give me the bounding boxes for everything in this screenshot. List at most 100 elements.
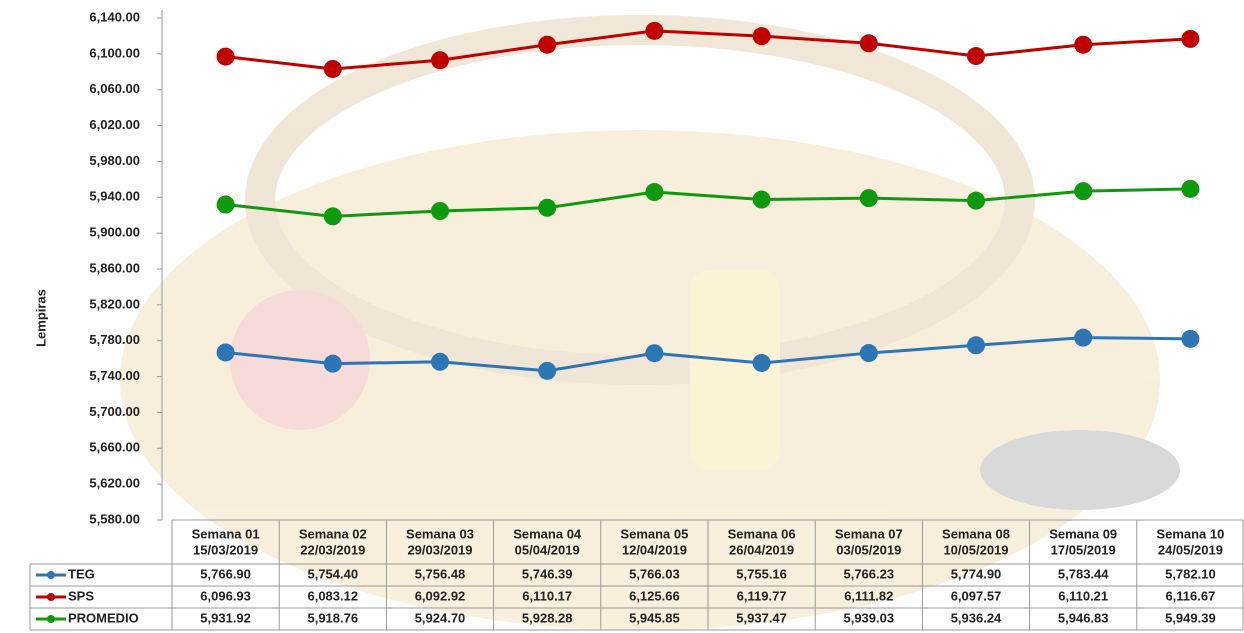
y-tick-label: 5,740.00 — [89, 368, 140, 383]
table-value: 5,766.90 — [200, 566, 251, 581]
data-point — [752, 353, 771, 372]
y-tick-label: 6,100.00 — [89, 45, 140, 60]
series-line — [225, 187, 1191, 218]
data-point — [216, 47, 235, 66]
x-tick-label: Semana 09 — [1049, 526, 1117, 541]
x-tick-label: 24/05/2019 — [1158, 542, 1223, 557]
x-tick-label: 03/05/2019 — [836, 542, 901, 557]
x-tick-label: 29/03/2019 — [407, 542, 472, 557]
table-value: 5,924.70 — [415, 610, 466, 625]
y-tick-label: 5,780.00 — [89, 332, 140, 347]
data-point — [431, 352, 449, 371]
background-decoration — [120, 15, 1180, 630]
data-point — [967, 191, 985, 210]
y-tick-label: 5,820.00 — [89, 296, 140, 311]
y-tick-label: 5,620.00 — [89, 476, 140, 491]
table-value: 5,918.76 — [307, 610, 358, 625]
data-point — [1181, 179, 1200, 198]
x-tick-label: Semana 04 — [513, 526, 582, 541]
legend-label: PROMEDIO — [68, 610, 139, 625]
y-tick-label: 5,700.00 — [89, 404, 140, 419]
table-value: 5,946.83 — [1058, 610, 1109, 625]
data-point — [859, 189, 878, 208]
data-point — [1181, 329, 1200, 348]
table-value: 6,125.66 — [629, 588, 680, 603]
table-value: 5,949.39 — [1165, 610, 1216, 625]
table-value: 5,931.92 — [200, 610, 251, 625]
y-tick-label: 6,140.00 — [89, 9, 140, 24]
x-tick-label: Semana 02 — [299, 526, 367, 541]
data-point — [323, 59, 342, 78]
x-tick-label: 26/04/2019 — [729, 542, 794, 557]
table-value: 5,756.48 — [415, 566, 466, 581]
x-tick-label: Semana 03 — [406, 526, 474, 541]
table-value: 5,754.40 — [307, 566, 358, 581]
x-tick-label: Semana 08 — [942, 526, 1010, 541]
table-value: 6,116.67 — [1165, 588, 1215, 603]
data-point — [216, 195, 235, 214]
data-point — [1074, 182, 1093, 201]
table-value: 6,110.21 — [1058, 588, 1108, 603]
y-axis-label: Lempiras — [33, 289, 48, 347]
y-tick-label: 5,860.00 — [89, 260, 140, 275]
data-point — [645, 344, 664, 363]
data-point — [323, 354, 342, 373]
x-tick-label: 22/03/2019 — [300, 542, 365, 557]
y-tick-label: 5,900.00 — [89, 225, 140, 240]
data-point — [431, 202, 449, 221]
table-value: 5,774.90 — [951, 566, 1002, 581]
table-value: 5,939.03 — [843, 610, 894, 625]
data-point — [538, 198, 557, 217]
data-point — [1181, 29, 1200, 48]
table-value: 5,766.23 — [843, 566, 894, 581]
data-point — [323, 207, 342, 226]
table-value: 5,937.47 — [736, 610, 787, 625]
table-value: 6,083.12 — [307, 588, 358, 603]
data-point — [538, 361, 557, 380]
table-value: 6,092.92 — [415, 588, 466, 603]
table-value: 6,096.93 — [200, 588, 251, 603]
legend-label: TEG — [68, 566, 95, 581]
y-tick-label: 6,060.00 — [89, 81, 140, 96]
x-tick-label: Semana 05 — [620, 526, 688, 541]
y-tick-label: 5,980.00 — [89, 153, 140, 168]
table-value: 5,782.10 — [1165, 566, 1216, 581]
series-line — [225, 29, 1191, 71]
x-tick-label: Semana 10 — [1156, 526, 1224, 541]
data-point — [752, 190, 771, 209]
legend-marker — [47, 615, 55, 623]
x-tick-label: 05/04/2019 — [515, 542, 580, 557]
data-point — [1074, 35, 1093, 54]
table-value: 5,766.03 — [629, 566, 680, 581]
x-tick-label: Semana 06 — [728, 526, 796, 541]
data-point — [216, 343, 235, 362]
table-value: 6,119.77 — [737, 588, 787, 603]
legend-marker — [47, 593, 55, 601]
legend-label: SPS — [68, 588, 94, 603]
data-point — [967, 47, 985, 66]
table-value: 5,928.28 — [522, 610, 573, 625]
table-value: 5,945.85 — [629, 610, 680, 625]
x-tick-label: Semana 07 — [835, 526, 903, 541]
table-value: 5,755.16 — [736, 566, 787, 581]
data-point — [1074, 328, 1093, 347]
series-line — [225, 336, 1191, 373]
data-point — [967, 336, 985, 355]
table-value: 5,746.39 — [522, 566, 573, 581]
y-tick-label: 5,580.00 — [89, 511, 140, 526]
y-tick-label: 6,020.00 — [89, 117, 140, 132]
y-tick-label: 5,660.00 — [89, 440, 140, 455]
data-point — [645, 183, 664, 202]
table-value: 6,111.82 — [844, 588, 893, 603]
data-point — [859, 344, 878, 363]
table-value: 5,783.44 — [1058, 566, 1109, 581]
data-point — [538, 35, 557, 54]
data-point — [645, 21, 664, 40]
x-tick-label: 12/04/2019 — [622, 542, 687, 557]
table-value: 5,936.24 — [951, 610, 1002, 625]
x-tick-label: 15/03/2019 — [193, 542, 258, 557]
table-value: 6,097.57 — [951, 588, 1002, 603]
table-value: 6,110.17 — [522, 588, 572, 603]
x-tick-label: 10/05/2019 — [943, 542, 1008, 557]
